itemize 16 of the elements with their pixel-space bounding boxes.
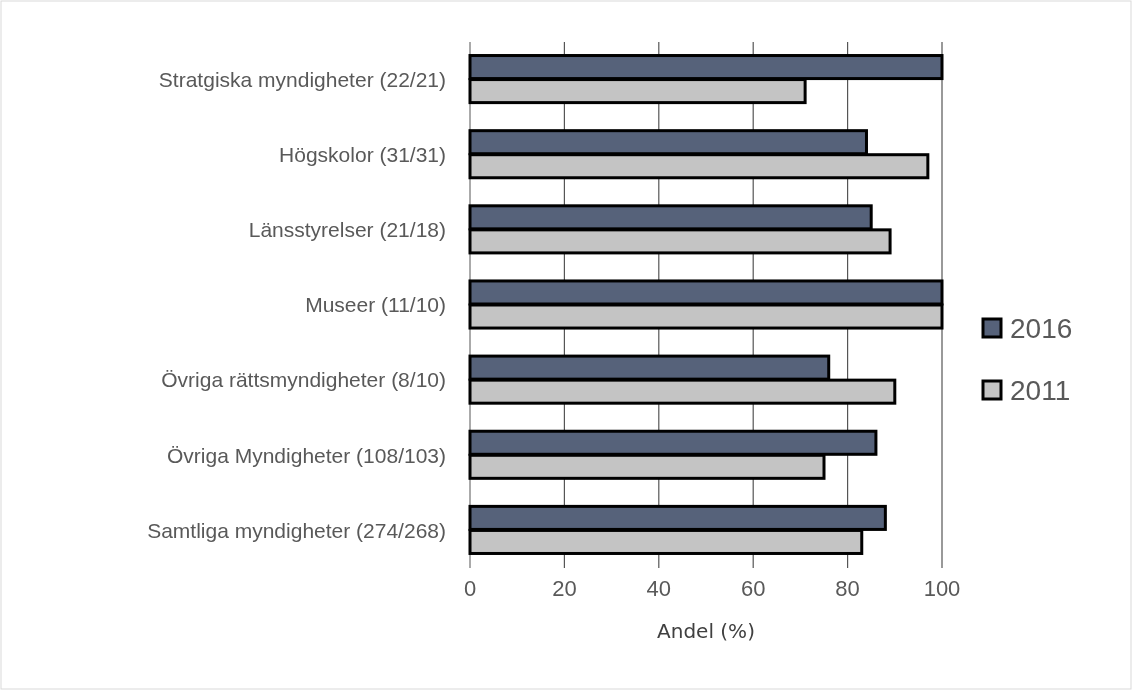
y-tick-label: Museer (11/10) <box>305 293 446 317</box>
x-tick-label: 0 <box>463 576 477 601</box>
y-tick-label: Stratgiska myndigheter (22/21) <box>158 67 446 91</box>
x-tick-label: 20 <box>552 576 577 601</box>
y-tick-label: Övriga rättsmyndigheter (8/10) <box>161 368 446 392</box>
y-tick-label: Länsstyrelser (21/18) <box>248 218 446 242</box>
x-tick-label: 40 <box>646 576 672 601</box>
x-tick-label: 100 <box>923 576 961 601</box>
legend-label: 2016 <box>1010 312 1073 344</box>
x-tick-label: 60 <box>740 576 766 601</box>
x-axis-title: Andel (%) <box>657 619 755 643</box>
y-tick-label: Samtliga myndigheter (274/268) <box>147 518 446 542</box>
y-tick-label: Övriga Myndigheter (108/103) <box>167 443 446 467</box>
legend-label: 2011 <box>1010 374 1071 406</box>
y-tick-label: Högskolor (31/31) <box>279 143 446 167</box>
x-tick-label: 80 <box>835 576 860 601</box>
